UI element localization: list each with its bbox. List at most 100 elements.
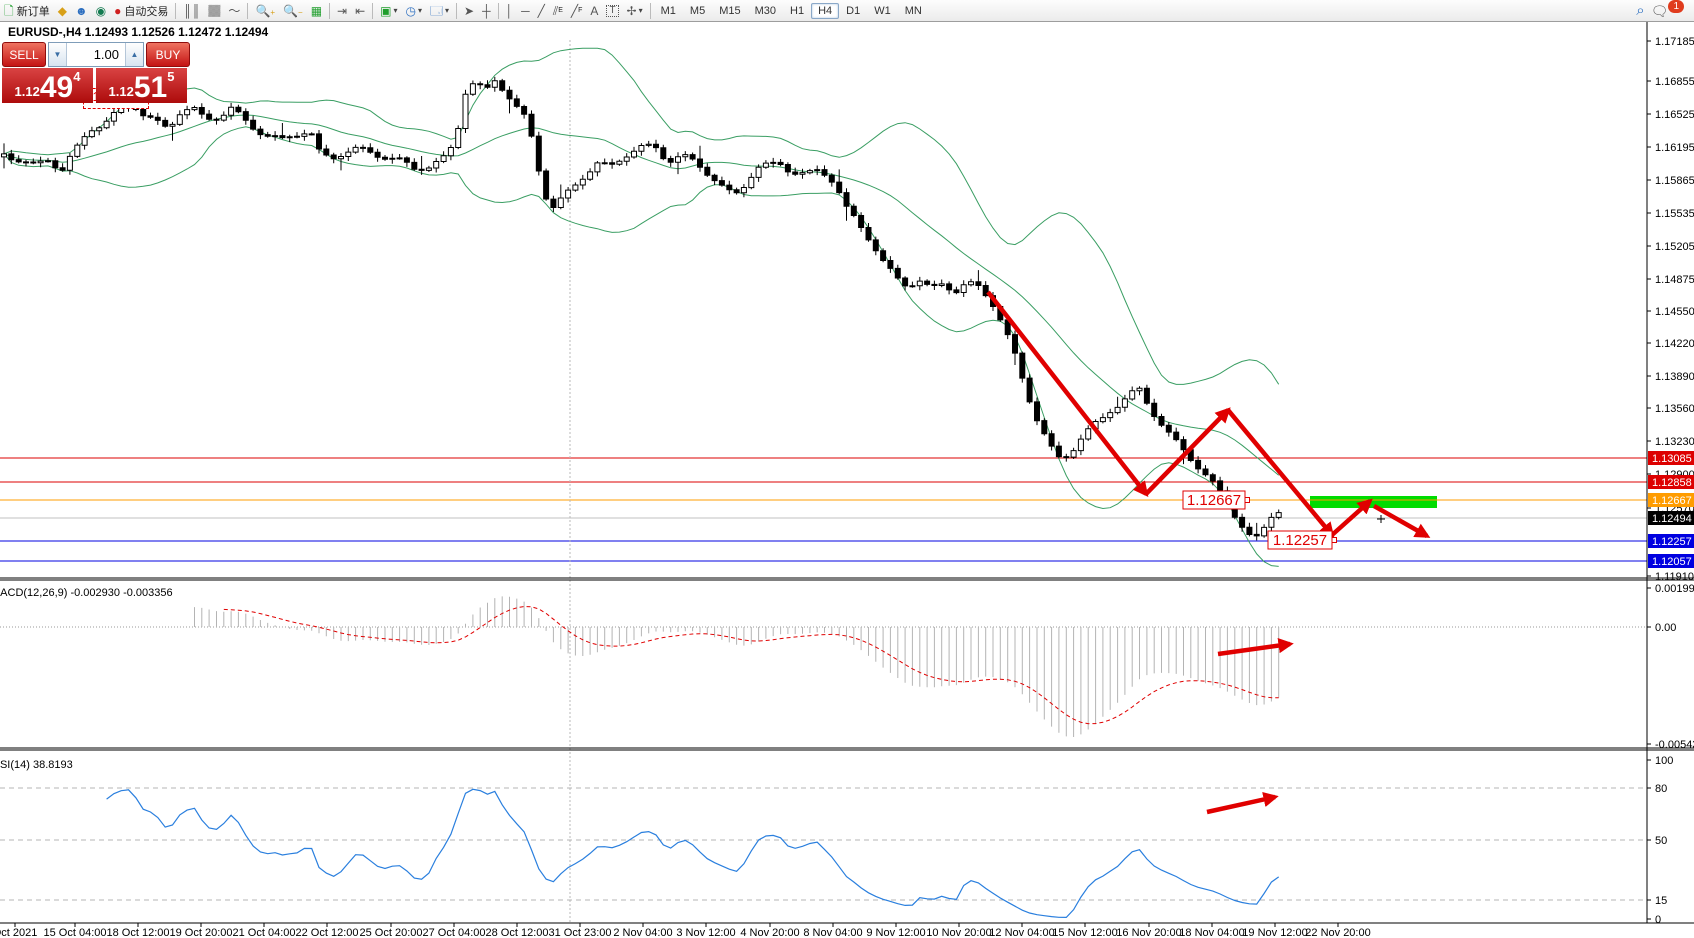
time-axis-label: 2 Nov 04:00 [613, 927, 672, 938]
bar-chart-button[interactable]: ║║ [179, 1, 204, 20]
separator [497, 2, 499, 19]
vline-tool-button[interactable]: │ [502, 1, 518, 20]
trend-arrow [1372, 504, 1431, 538]
price-label-box [1267, 530, 1333, 550]
notification-badge[interactable]: 1 [1668, 0, 1684, 13]
main-toolbar: 🗋 新订单 ◆ ☻ ◉ ● 自动交易 ║║ 🮐 〜 🔍+ 🔍− ▦ ⇥ ⇤ ▣ ▾… [0, 0, 1694, 22]
sell-button[interactable]: SELL [2, 42, 46, 67]
tf-mn-button[interactable]: MN [904, 4, 922, 17]
fibonacci-tool-button[interactable]: ╱ F [570, 3, 583, 18]
crosshair-icon: ┼ [482, 3, 491, 18]
community-icon: ☻ [74, 3, 88, 18]
zoom-in-button[interactable]: 🔍+ [251, 1, 279, 20]
tf-h1-button[interactable]: H1 [790, 4, 805, 17]
autotrade-button[interactable]: ● 自动交易 [114, 3, 169, 18]
time-axis-label: 21 Oct 04:00 [233, 927, 296, 938]
time-axis-label: 22 Nov 20:00 [1305, 927, 1370, 938]
new-order-button[interactable]: 🗋 新订单 [4, 3, 50, 18]
trendline-tool-button[interactable]: ╱ [534, 1, 549, 20]
time-axis-label: 12 Nov 04:00 [989, 927, 1054, 938]
chart-shift-icon: ⇥ [337, 3, 348, 18]
volume-increase-button[interactable]: ▲ [125, 43, 143, 66]
macd-signal-line [223, 605, 1279, 725]
bull-candles [1, 80, 1282, 537]
zoom-out-icon: 🔍− [283, 3, 303, 18]
signals-button[interactable]: ◉ [92, 1, 110, 20]
trend-arrow [1217, 638, 1294, 657]
line-chart-icon: 〜 [228, 3, 241, 18]
macd-label: MACD(12,26,9) -0.002930 -0.003356 [0, 587, 173, 599]
chevron-down-icon: ▾ [445, 6, 450, 15]
rsi-label: RSI(14) 38.8193 [0, 759, 73, 771]
community-button[interactable]: ☻ [71, 1, 92, 20]
trend-arrow [986, 290, 1149, 498]
chat-icon[interactable]: 🗨 [1650, 2, 1669, 19]
buy-price-display[interactable]: 1.12 51 5 [96, 68, 187, 103]
zoom-in-icon: 🔍+ [255, 3, 276, 18]
buy-price-prefix: 1.12 [108, 84, 134, 99]
tf-m15-button[interactable]: M15 [719, 4, 741, 17]
time-axis-label: 4 Nov 20:00 [740, 927, 799, 938]
line-chart-button[interactable]: 〜 [224, 1, 244, 20]
y-axis-label: 1.11910 [1655, 571, 1694, 583]
sell-price-display[interactable]: 1.12 49 4 [2, 68, 93, 103]
price-tag [1648, 534, 1694, 548]
zoom-out-button[interactable]: 🔍− [279, 1, 307, 20]
y-axis-label: 1.16525 [1655, 109, 1694, 121]
shapes-tool-button[interactable]: ✢ ▾ [623, 1, 647, 20]
sell-price-pip: 4 [73, 69, 81, 84]
vertical-line-icon: │ [505, 3, 514, 18]
pane-axis-label: 0.001998 [1655, 583, 1694, 595]
channel-tool-button[interactable]: ⫽ E [552, 3, 563, 18]
trend-arrow [1330, 498, 1373, 537]
new-order-icon: 🗋 [4, 3, 14, 18]
price-tag-label: 1.12057 [1652, 556, 1692, 568]
bar-chart-icon: ║║ [183, 3, 201, 18]
cursor-tool-button[interactable]: ➤ [460, 1, 478, 20]
text-tool-button[interactable]: A [586, 1, 602, 20]
one-click-trading-panel: SELL ▼ ▲ BUY 1.12 49 4 1.12 51 5 [2, 42, 190, 103]
chart-autoscroll-button[interactable]: ⇤ [351, 1, 369, 20]
tf-h4-button[interactable]: H4 [811, 2, 840, 19]
y-axis-label: 1.13890 [1655, 371, 1694, 383]
volume-spinner: ▼ ▲ [48, 42, 144, 67]
tf-w1-button[interactable]: W1 [874, 4, 891, 17]
y-axis-label: 1.15205 [1655, 241, 1694, 253]
price-tag [1648, 493, 1694, 507]
trend-arrow [1206, 792, 1279, 815]
cursor-icon: ➤ [464, 3, 475, 18]
time-axis-label: 22 Oct 12:00 [296, 927, 359, 938]
tf-d1-button[interactable]: D1 [846, 4, 861, 17]
separator [649, 2, 651, 19]
candle-chart-button[interactable]: 🮐 [204, 1, 224, 20]
pane-axis-label: 80 [1655, 783, 1667, 795]
cursor-plus-mark [1377, 515, 1385, 523]
tile-windows-button[interactable]: ▦ [307, 1, 326, 20]
search-icon[interactable]: ⌕ [1636, 2, 1645, 19]
market-depth-button[interactable]: ◆ [54, 1, 71, 20]
pane-axis-label: 100 [1655, 755, 1673, 767]
depth-icon: ◆ [57, 3, 67, 18]
buy-button[interactable]: BUY [146, 42, 190, 67]
chart-shift-button[interactable]: ⇥ [333, 1, 351, 20]
separator [247, 2, 249, 19]
tf-m5-button[interactable]: M5 [689, 4, 706, 17]
time-axis-label: 10 Nov 20:00 [926, 927, 991, 938]
tf-m30-button[interactable]: M30 [754, 4, 776, 17]
volume-decrease-button[interactable]: ▼ [49, 43, 67, 66]
crosshair-tool-button[interactable]: ┼ [478, 1, 495, 20]
label-tool-button[interactable]: T [602, 1, 622, 20]
new-chart-icon: ▣ [380, 3, 392, 18]
time-axis-label: 18 Nov 04:00 [1179, 927, 1244, 938]
rsi-line [106, 788, 1280, 919]
new-chart-button[interactable]: ▣ ▾ [376, 1, 401, 20]
time-axis-label: 27 Oct 04:00 [423, 927, 486, 938]
y-axis-label: 1.13560 [1655, 403, 1694, 415]
period-button[interactable]: ◷ ▾ [402, 1, 427, 20]
tf-m1-button[interactable]: M1 [660, 4, 676, 17]
hline-tool-button[interactable]: ─ [517, 1, 534, 20]
template-button[interactable]: 🗔 ▾ [426, 1, 453, 20]
volume-input[interactable] [67, 43, 125, 66]
